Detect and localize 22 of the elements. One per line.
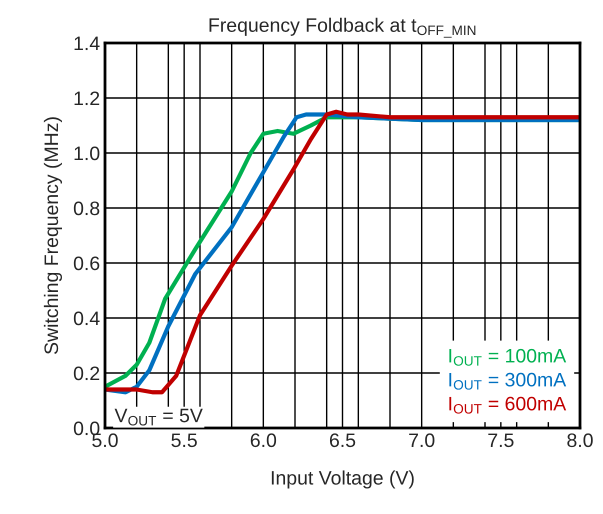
y-tick-label: 1.0: [74, 146, 100, 160]
chart-title: Frequency Foldback at t$_{OFF_MIN}$: [210, 18, 476, 38]
x-tick-label: 6.5: [330, 433, 356, 448]
y-tick-label: 0.4: [74, 311, 100, 326]
text: I$_{OUT}$ = 600mA: [449, 396, 566, 414]
y-tick-label: 1.2: [74, 91, 100, 106]
x-tick-label: 8.0: [567, 433, 593, 448]
x-tick-label: 7.5: [488, 434, 514, 448]
y-axis-title: Switching Frequency (MHz): [44, 117, 62, 354]
x-tick-label: 5.5: [171, 434, 197, 448]
y-tick-label: 0.0: [74, 421, 100, 436]
y-tick-label: 0.8: [74, 201, 100, 216]
x-tick-label: 7.0: [409, 433, 434, 448]
x-axis-title: Input Voltage (V): [272, 470, 414, 489]
y-tick-label: 1.4: [74, 36, 100, 50]
text: I$_{OUT}$ = 300mA: [449, 372, 566, 390]
x-tick-label: 6.0: [250, 433, 276, 448]
x-tick-label: 5.0: [92, 433, 118, 448]
y-tick-label: 0.6: [74, 256, 100, 270]
annotation: V$_{OUT}$ = 5V: [114, 408, 203, 426]
text: I$_{OUT}$ = 100mA: [449, 348, 566, 366]
y-tick-label: 0.2: [74, 366, 100, 380]
